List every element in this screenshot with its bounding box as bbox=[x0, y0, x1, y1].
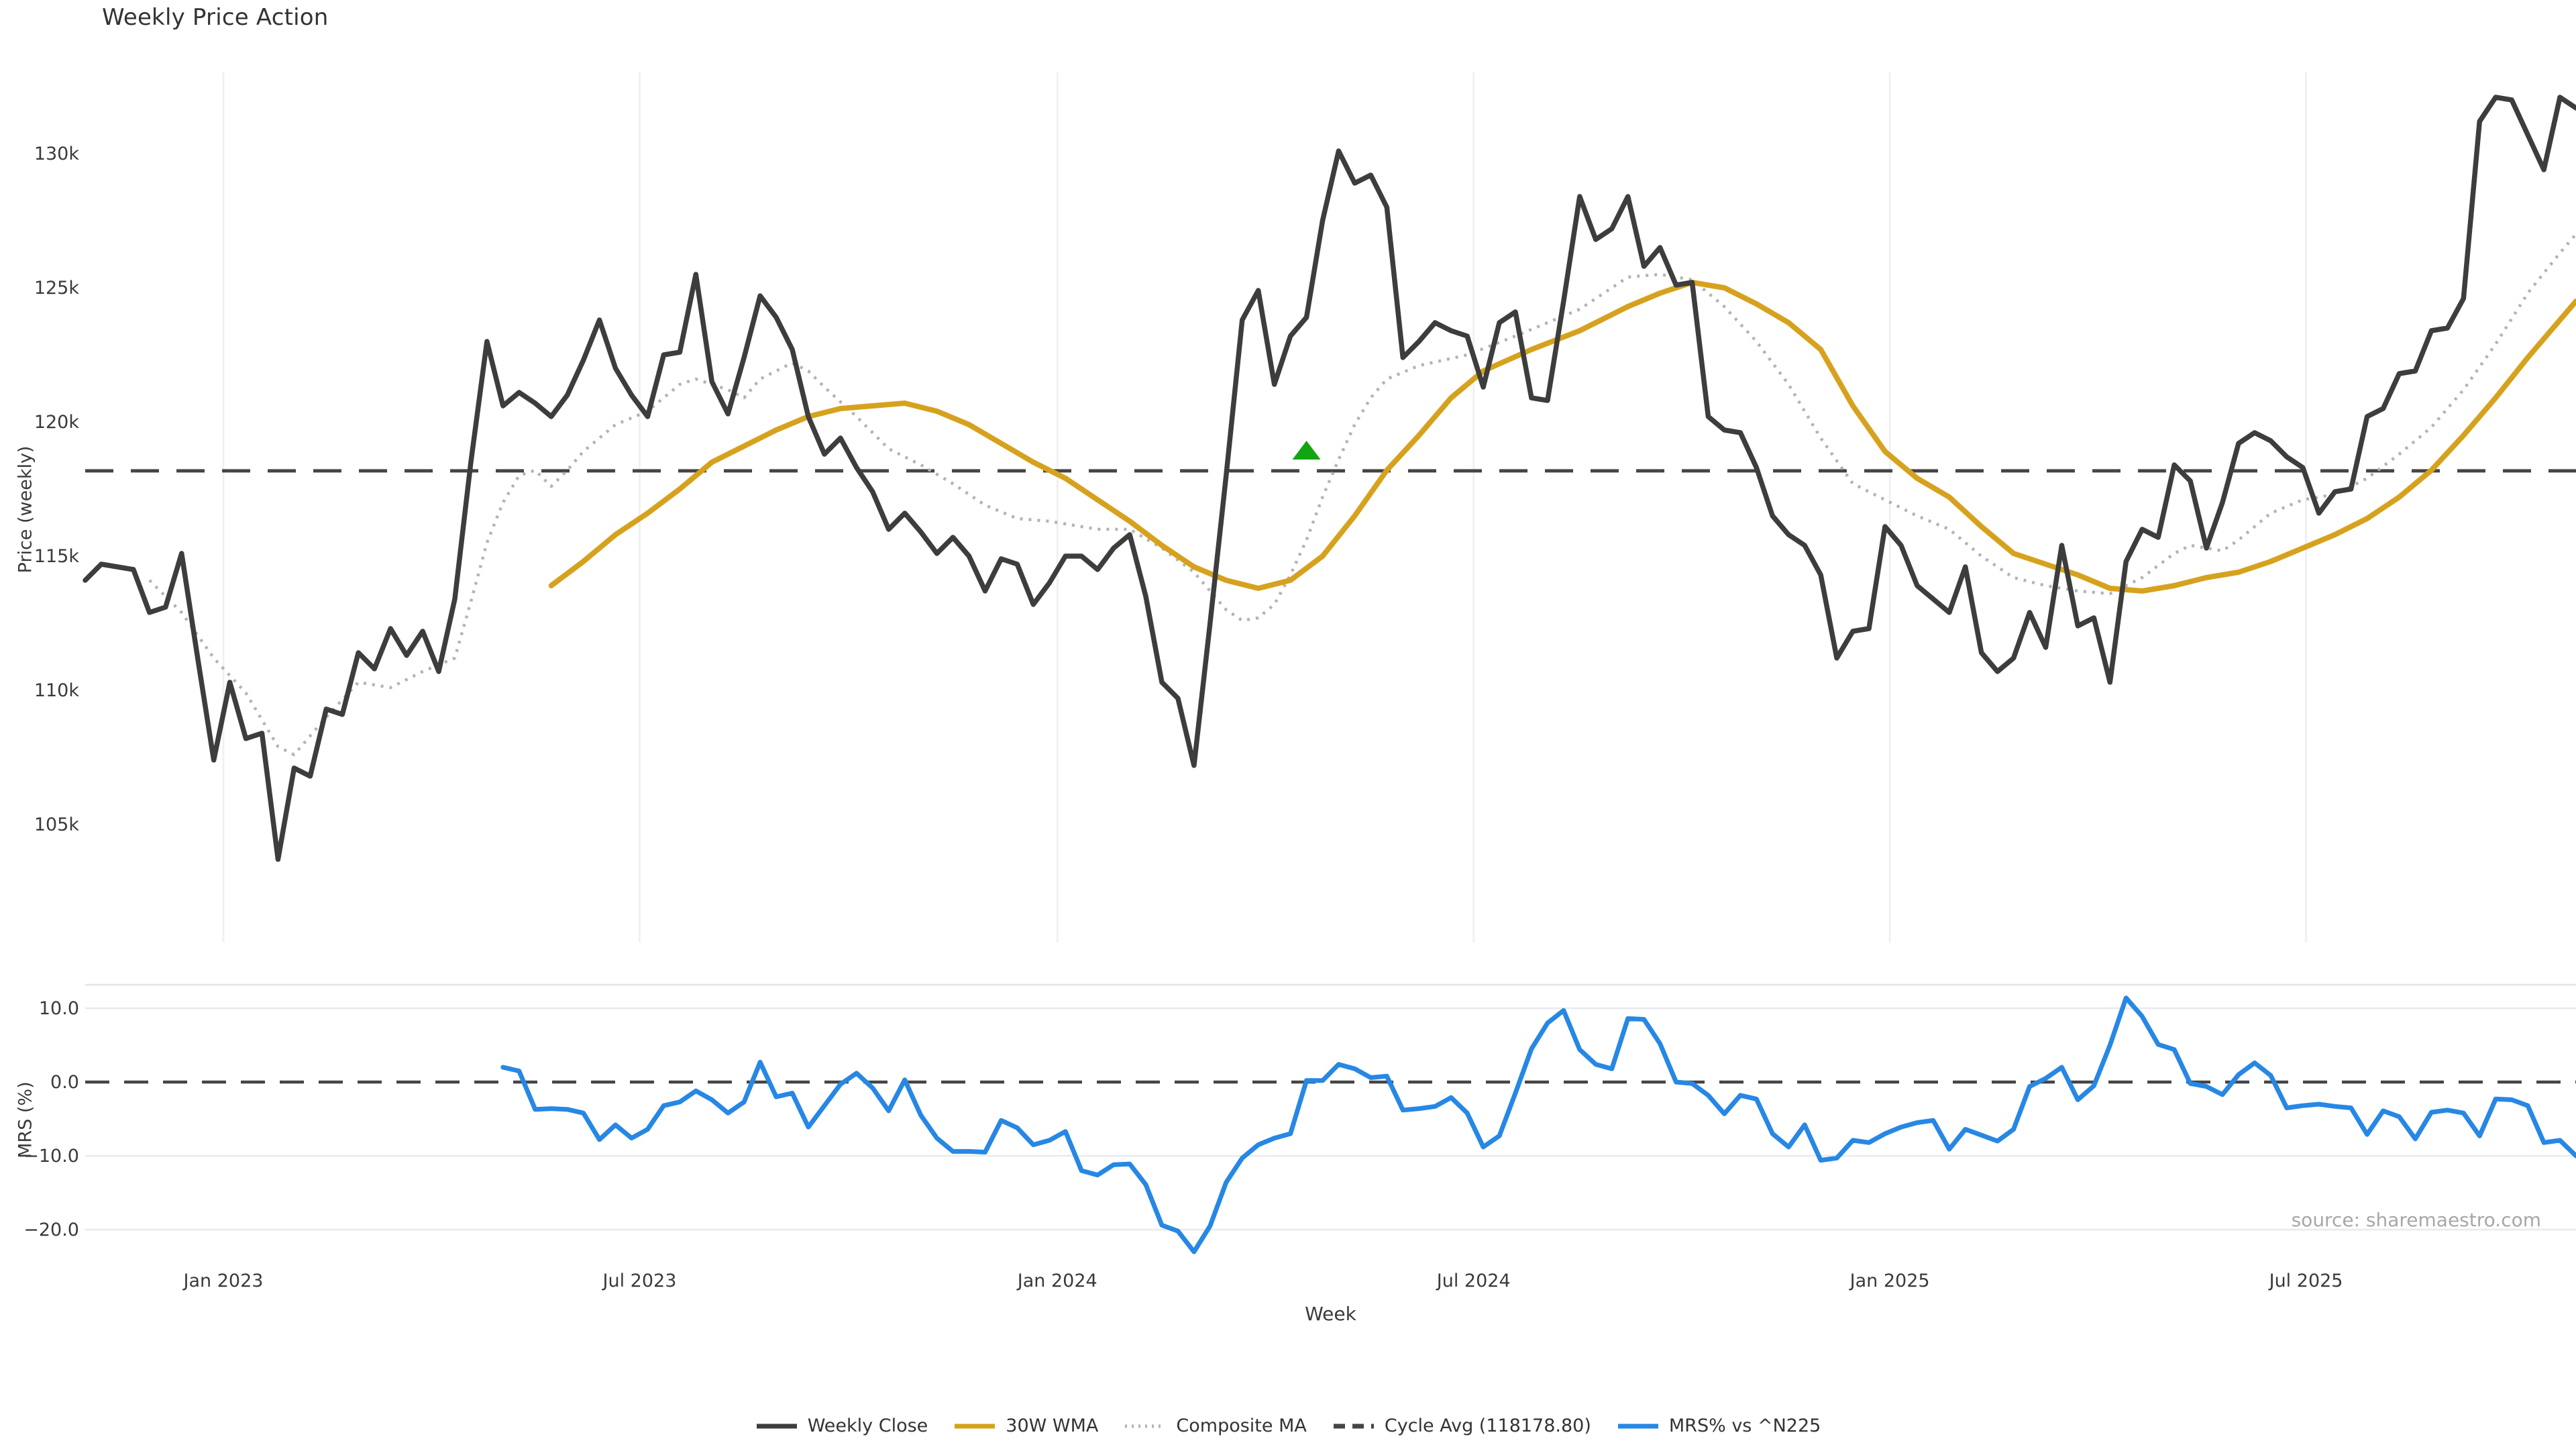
legend-label: MRS% vs ^N225 bbox=[1668, 1415, 1821, 1436]
legend-swatch-dashed-icon bbox=[1333, 1424, 1374, 1428]
mrs-tick-label: 10.0 bbox=[39, 998, 79, 1019]
legend-label: 30W WMA bbox=[1006, 1415, 1099, 1436]
legend-label: Weekly Close bbox=[807, 1415, 928, 1436]
mrs-tick-label: 0.0 bbox=[50, 1072, 79, 1093]
x-tick-label: Jan 2024 bbox=[1016, 1271, 1097, 1291]
legend-item-composite-ma: Composite MA bbox=[1124, 1415, 1307, 1436]
price-tick-label: 120k bbox=[34, 412, 80, 433]
wma30-line bbox=[548, 280, 2576, 594]
price-tick-label: 130k bbox=[34, 144, 80, 164]
legend-label: Cycle Avg (118178.80) bbox=[1384, 1415, 1591, 1436]
weekly-close-line bbox=[83, 95, 2576, 862]
x-tick-label: Jan 2023 bbox=[182, 1271, 264, 1291]
legend-swatch-solid-icon bbox=[955, 1424, 996, 1428]
x-tick-label: Jul 2025 bbox=[2268, 1271, 2343, 1291]
mrs-line bbox=[500, 996, 2576, 1254]
legend-label: Composite MA bbox=[1176, 1415, 1307, 1436]
x-tick-label: Jan 2025 bbox=[1849, 1271, 1930, 1291]
price-tick-label: 125k bbox=[34, 278, 80, 299]
week-axis-label: Week bbox=[1305, 1303, 1356, 1325]
legend-item-cycle-avg-118178-80: Cycle Avg (118178.80) bbox=[1332, 1415, 1591, 1436]
legend-swatch-dotted-icon bbox=[1125, 1424, 1166, 1428]
legend-item-weekly-close: Weekly Close bbox=[755, 1415, 928, 1436]
legend-item-30w-wma: 30W WMA bbox=[953, 1415, 1098, 1436]
composite-ma-line bbox=[148, 233, 2576, 757]
page-title: Weekly Price Action bbox=[102, 4, 329, 31]
price-tick-label: 105k bbox=[34, 814, 80, 835]
mrs-tick-label: −10.0 bbox=[23, 1146, 79, 1167]
price-tick-label: 115k bbox=[34, 546, 80, 567]
mrs-tick-label: −20.0 bbox=[23, 1220, 79, 1240]
source-credit: source: sharemaestro.com bbox=[2291, 1209, 2541, 1231]
price-tick-label: 110k bbox=[34, 680, 80, 701]
x-tick-label: Jul 2024 bbox=[1436, 1271, 1511, 1291]
legend: Weekly Close 30W WMA Composite MA Cycle Avg… bbox=[0, 1415, 2576, 1436]
buy-signal-marker-icon bbox=[1292, 441, 1321, 460]
legend-swatch-solid-icon bbox=[756, 1424, 797, 1428]
legend-swatch-solid-icon bbox=[1617, 1424, 1658, 1428]
legend-item-mrs-vs-n225: MRS% vs ^N225 bbox=[1617, 1415, 1821, 1436]
x-tick-label: Jul 2023 bbox=[602, 1271, 677, 1291]
